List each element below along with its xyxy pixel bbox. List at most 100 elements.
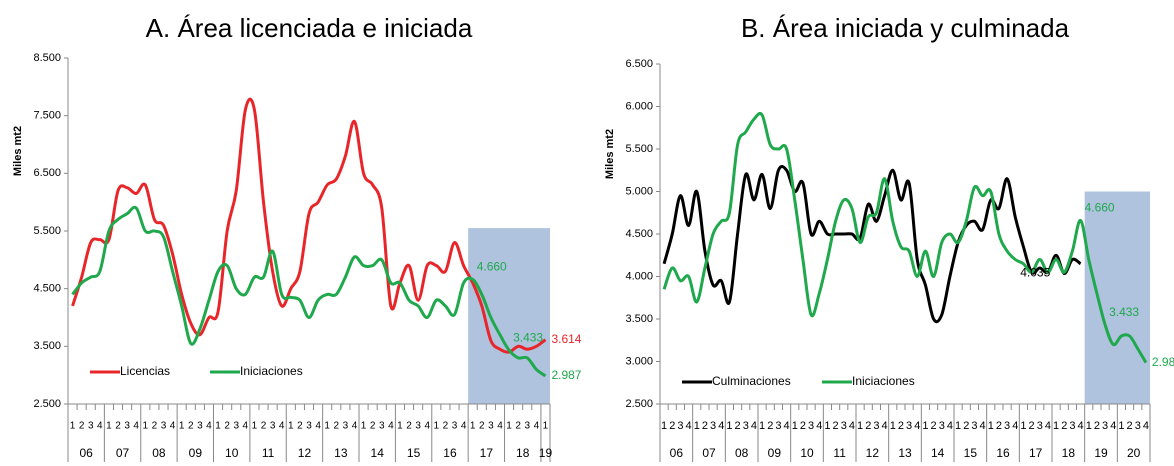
x-tick-label: 3 <box>488 421 494 432</box>
x-tick-label: 1 <box>70 421 76 432</box>
x-group-label: 06 <box>670 446 684 460</box>
x-tick-label: 3 <box>971 420 977 432</box>
x-tick-label: 1 <box>179 421 185 432</box>
x-tick-label: 4 <box>534 421 540 432</box>
x-tick-label: 3 <box>1004 420 1010 432</box>
panel: B. Área iniciada y culminada Miles mt2 2.5… <box>604 13 1174 462</box>
x-group-label: 19 <box>539 446 553 460</box>
x-tick-label: 4 <box>133 421 139 432</box>
x-tick-label: 4 <box>424 421 430 432</box>
y-tick-label: 5.500 <box>33 225 61 237</box>
y-tick-label: 2.500 <box>625 398 653 410</box>
x-tick-label: 1 <box>324 421 330 432</box>
y-tick-label: 4.000 <box>625 270 653 282</box>
value-label: 3.614 <box>551 332 581 346</box>
x-tick-label: 1 <box>694 420 700 432</box>
x-tick-label: 3 <box>1135 420 1141 432</box>
x-group-label: 19 <box>1094 446 1108 460</box>
x-tick-label: 2 <box>767 420 773 432</box>
panel: A. Área licenciada e iniciada Miles mt2 2.… <box>12 13 582 462</box>
x-tick-label: 2 <box>515 421 521 432</box>
x-tick-label: 4 <box>882 420 888 432</box>
x-tick-label: 2 <box>1029 420 1035 432</box>
x-tick-label: 3 <box>233 421 239 432</box>
legend-label: Culminaciones <box>712 374 791 388</box>
x-group-label: 18 <box>1062 446 1076 460</box>
x-group-label: 14 <box>371 446 385 460</box>
x-tick-label: 3 <box>677 420 683 432</box>
x-tick-label: 2 <box>669 420 675 432</box>
x-tick-label: 1 <box>543 421 549 432</box>
x-group-label: 07 <box>116 446 130 460</box>
series-line <box>71 97 547 354</box>
x-tick-label: 4 <box>947 420 953 432</box>
x-tick-label: 1 <box>1053 420 1059 432</box>
x-tick-label: 1 <box>106 421 112 432</box>
y-axis-label: Miles mt2 <box>12 126 24 176</box>
x-tick-label: 2 <box>224 421 230 432</box>
x-tick-label: 3 <box>710 420 716 432</box>
x-tick-label: 3 <box>841 420 847 432</box>
x-tick-label: 4 <box>170 421 176 432</box>
x-tick-label: 4 <box>1143 420 1149 432</box>
x-tick-label: 2 <box>1127 420 1133 432</box>
x-tick-label: 1 <box>824 420 830 432</box>
x-tick-label: 4 <box>1110 420 1116 432</box>
x-group-label: 08 <box>735 446 749 460</box>
y-tick-label: 3.500 <box>33 340 61 352</box>
x-tick-label: 2 <box>406 421 412 432</box>
y-tick-label: 3.500 <box>625 313 653 325</box>
x-group-label: 13 <box>898 446 912 460</box>
x-tick-label: 2 <box>188 421 194 432</box>
series-line <box>662 112 1148 364</box>
x-tick-label: 1 <box>759 420 765 432</box>
legend-label: Iniciaciones <box>852 374 915 388</box>
x-group-label: 09 <box>768 446 782 460</box>
x-tick-label: 2 <box>79 421 85 432</box>
y-tick-label: 7.500 <box>33 110 61 122</box>
x-group-label: 18 <box>516 446 530 460</box>
x-tick-label: 3 <box>808 420 814 432</box>
legend-label: Iniciaciones <box>240 364 303 378</box>
value-label: 3.433 <box>513 330 543 344</box>
y-tick-label: 2.500 <box>33 398 61 410</box>
x-tick-label: 2 <box>261 421 267 432</box>
x-group-label: 10 <box>225 446 239 460</box>
x-group-label: 16 <box>996 446 1010 460</box>
y-tick-label: 3.000 <box>625 355 653 367</box>
x-tick-label: 4 <box>388 421 394 432</box>
x-tick-label: 1 <box>361 421 367 432</box>
x-tick-label: 3 <box>524 421 530 432</box>
x-tick-label: 1 <box>890 420 896 432</box>
x-tick-label: 2 <box>479 421 485 432</box>
x-tick-label: 4 <box>315 421 321 432</box>
x-tick-label: 1 <box>922 420 928 432</box>
x-group-label: 17 <box>1029 446 1043 460</box>
x-tick-label: 3 <box>1069 420 1075 432</box>
x-tick-label: 3 <box>775 420 781 432</box>
x-group-label: 06 <box>80 446 94 460</box>
x-group-label: 20 <box>1127 446 1141 460</box>
x-tick-label: 4 <box>243 421 249 432</box>
x-tick-label: 3 <box>873 420 879 432</box>
projection-shade <box>1084 191 1150 404</box>
x-tick-label: 3 <box>197 421 203 432</box>
x-tick-label: 1 <box>143 421 149 432</box>
value-label: 4.660 <box>1085 201 1115 215</box>
x-tick-label: 2 <box>931 420 937 432</box>
y-tick-label: 4.500 <box>625 228 653 240</box>
x-tick-label: 3 <box>1102 420 1108 432</box>
value-label: 4.035 <box>1020 266 1050 280</box>
y-tick-label: 5.500 <box>625 143 653 155</box>
x-tick-label: 4 <box>1012 420 1018 432</box>
y-tick-label: 6.500 <box>625 58 653 70</box>
x-group-label: 11 <box>833 446 846 460</box>
x-tick-label: 3 <box>743 420 749 432</box>
x-group-label: 09 <box>189 446 203 460</box>
x-tick-label: 1 <box>1118 420 1124 432</box>
x-tick-label: 4 <box>279 421 285 432</box>
x-tick-label: 1 <box>397 421 403 432</box>
x-tick-label: 3 <box>906 420 912 432</box>
x-tick-label: 4 <box>816 420 822 432</box>
x-tick-label: 2 <box>443 421 449 432</box>
